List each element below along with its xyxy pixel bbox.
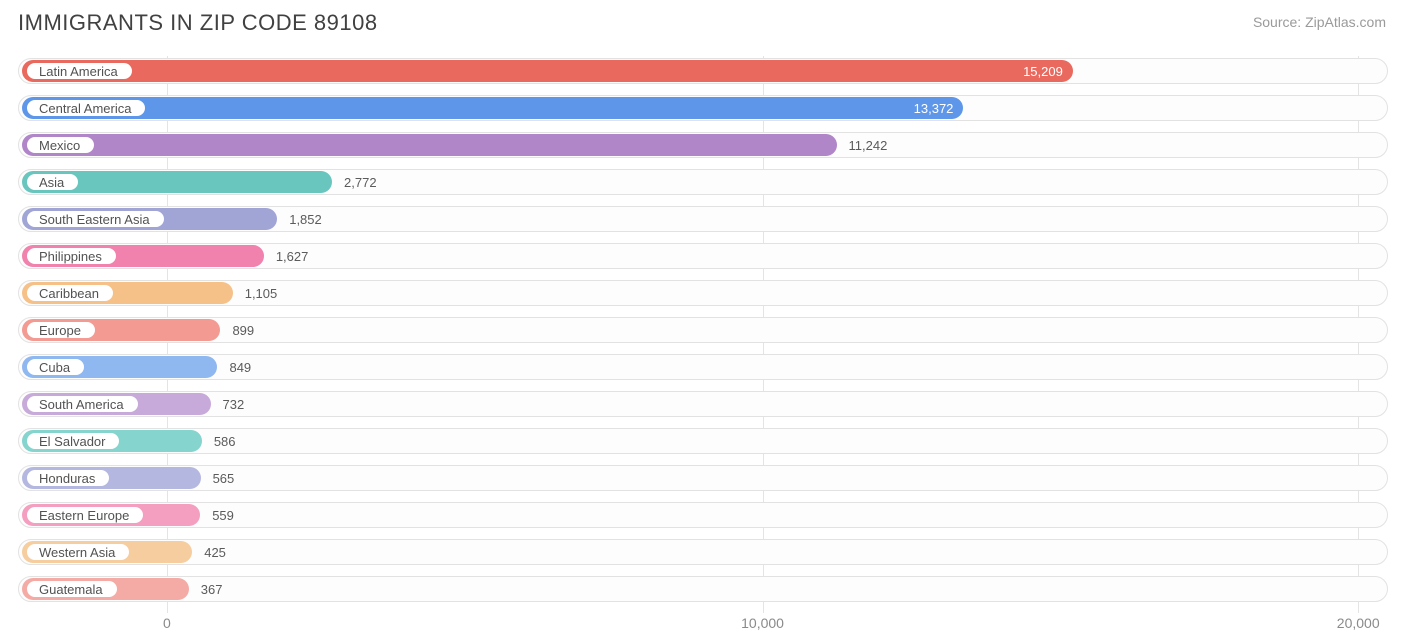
- bar-label: Mexico: [26, 136, 95, 154]
- bar-row: Cuba 849: [18, 352, 1388, 382]
- bar-row: El Salvador 586: [18, 426, 1388, 456]
- bar-fill: [22, 60, 1073, 82]
- bar-label: South America: [26, 395, 139, 413]
- bar-row: Latin America 15,209: [18, 56, 1388, 86]
- bar-value: 1,627: [276, 241, 309, 271]
- bar-label: South Eastern Asia: [26, 210, 165, 228]
- x-axis-tick: 20,000: [1337, 615, 1380, 631]
- bar-label: Honduras: [26, 469, 110, 487]
- chart-source: Source: ZipAtlas.com: [1253, 10, 1386, 30]
- bar-value: 849: [229, 352, 251, 382]
- bar-row: Central America 13,372: [18, 93, 1388, 123]
- bar-track: [18, 354, 1388, 380]
- bar-value: 425: [204, 537, 226, 567]
- bar-label: Western Asia: [26, 543, 130, 561]
- chart-bars: Latin America 15,209 Central America 13,372…: [18, 56, 1388, 613]
- bar-row: Philippines 1,627: [18, 241, 1388, 271]
- bar-fill: [22, 97, 963, 119]
- bar-value: 11,242: [849, 130, 888, 160]
- bar-row: South Eastern Asia 1,852: [18, 204, 1388, 234]
- bar-label: Caribbean: [26, 284, 114, 302]
- bar-value: 899: [232, 315, 254, 345]
- bar-value: 15,209: [1023, 56, 1063, 86]
- bar-fill: [22, 134, 837, 156]
- chart-header: IMMIGRANTS IN ZIP CODE 89108 Source: Zip…: [0, 0, 1406, 42]
- bar-value: 1,852: [289, 204, 322, 234]
- bar-row: Mexico 11,242: [18, 130, 1388, 160]
- bar-label: Latin America: [26, 62, 133, 80]
- bar-row: Asia 2,772: [18, 167, 1388, 197]
- bar-row: Guatemala 367: [18, 574, 1388, 604]
- bar-row: Caribbean 1,105: [18, 278, 1388, 308]
- bar-value: 1,105: [245, 278, 278, 308]
- bar-value: 2,772: [344, 167, 377, 197]
- x-axis-tick: 0: [163, 615, 171, 631]
- bar-row: Eastern Europe 559: [18, 500, 1388, 530]
- bar-label: Philippines: [26, 247, 117, 265]
- bar-value: 367: [201, 574, 223, 604]
- chart-container: IMMIGRANTS IN ZIP CODE 89108 Source: Zip…: [0, 0, 1406, 643]
- bar-row: South America 732: [18, 389, 1388, 419]
- bar-label: Cuba: [26, 358, 85, 376]
- bar-value: 565: [213, 463, 235, 493]
- bar-row: Western Asia 425: [18, 537, 1388, 567]
- chart-plot-area: Latin America 15,209 Central America 13,372…: [18, 56, 1388, 613]
- bar-label: Eastern Europe: [26, 506, 144, 524]
- bar-label: Central America: [26, 99, 146, 117]
- bar-track: [18, 317, 1388, 343]
- bar-label: Europe: [26, 321, 96, 339]
- x-axis: 0 10,000 20,000: [18, 615, 1388, 637]
- bar-label: El Salvador: [26, 432, 120, 450]
- bar-value: 586: [214, 426, 236, 456]
- bar-label: Guatemala: [26, 580, 118, 598]
- bar-row: Europe 899: [18, 315, 1388, 345]
- bar-value: 559: [212, 500, 234, 530]
- bar-value: 13,372: [914, 93, 954, 123]
- bar-row: Honduras 565: [18, 463, 1388, 493]
- chart-title: IMMIGRANTS IN ZIP CODE 89108: [18, 10, 378, 36]
- bar-value: 732: [223, 389, 245, 419]
- x-axis-tick: 10,000: [741, 615, 784, 631]
- bar-track: [18, 576, 1388, 602]
- bar-label: Asia: [26, 173, 79, 191]
